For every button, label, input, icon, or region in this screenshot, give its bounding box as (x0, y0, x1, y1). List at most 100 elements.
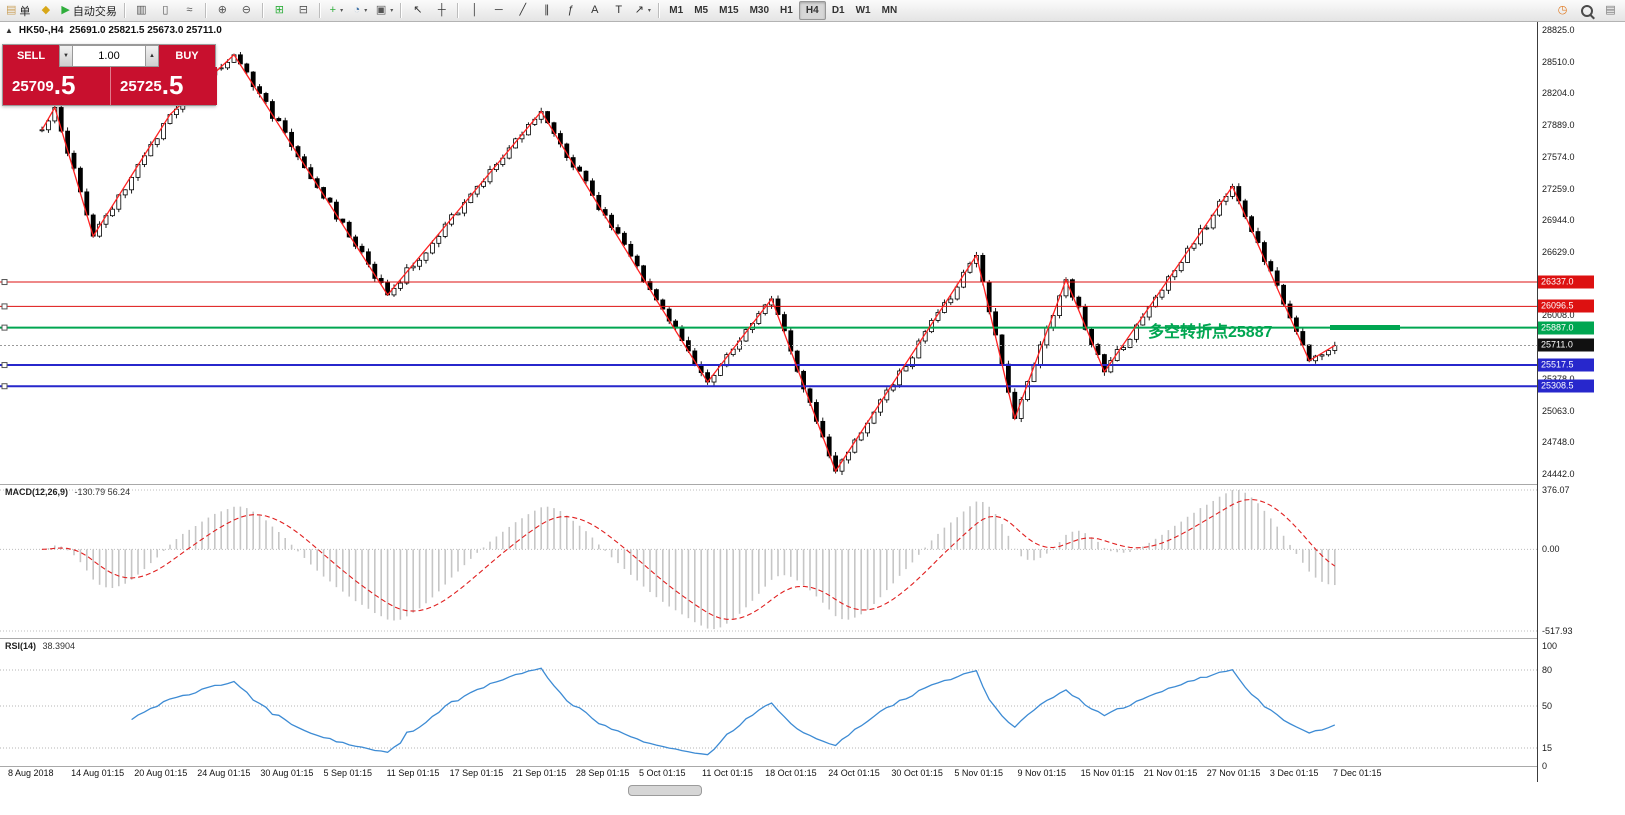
timeframe-d1-button[interactable]: D1 (831, 5, 845, 16)
buy-price-fraction: .5 (161, 70, 184, 100)
time-axis-label: 24 Oct 01:15 (828, 768, 880, 778)
timeframe-h4-button[interactable]: H4 (798, 1, 826, 20)
autotrading-icon: ▶ (61, 4, 70, 16)
timeframe-h1-button[interactable]: H1 (780, 5, 793, 16)
time-axis-label: 5 Nov 01:15 (954, 768, 1003, 778)
fibonacci-button[interactable]: ƒ (559, 1, 582, 21)
price-chart[interactable] (0, 22, 1537, 484)
trendline-segment[interactable] (1330, 325, 1400, 330)
templates-button[interactable]: ▣ ▾ (373, 1, 396, 21)
indicators-button[interactable]: + ▾ (325, 1, 348, 21)
macd-chart[interactable] (0, 484, 1537, 638)
candlestick-type-icon: ▯ (162, 4, 169, 16)
new-order-button[interactable]: ▤ 单 (3, 1, 33, 21)
time-axis-label: 5 Oct 01:15 (638, 768, 686, 778)
horizontal-line-icon: ─ (494, 4, 503, 16)
line-handle[interactable] (1, 324, 8, 331)
macd-label: MACD(12,26,9) -130.79 56.24 (5, 487, 130, 497)
time-axis-label: 14 Aug 01:15 (71, 768, 125, 778)
crosshair-icon: ┼ (437, 4, 446, 16)
cursor-button[interactable]: ↖ (406, 1, 429, 21)
zoom-out-button[interactable]: ⊖ (235, 1, 258, 21)
line-handle[interactable] (1, 383, 8, 390)
equidistant-channel-button[interactable]: ∥ (535, 1, 558, 21)
line-handle[interactable] (1, 279, 8, 286)
timeframe-m30-button[interactable]: M30 (749, 5, 770, 16)
pane-separator[interactable] (0, 638, 1625, 639)
scrollbar-thumb[interactable] (628, 785, 702, 796)
chart-annotation-text[interactable]: 多空转折点25887 (1148, 324, 1273, 341)
trendline-button[interactable]: ╱ (511, 1, 534, 21)
timeframe-m1-button[interactable]: M1 (669, 5, 684, 16)
price-level-badge: 26337.0 (1538, 275, 1594, 289)
toolbar-separator (261, 3, 264, 18)
cascade-windows-icon: ⊟ (298, 4, 308, 16)
line-handle[interactable] (1, 362, 8, 369)
time-axis-label: 18 Oct 01:15 (765, 768, 817, 778)
time-axis-label: 20 Aug 01:15 (134, 768, 188, 778)
time-axis-label: 27 Nov 01:15 (1206, 768, 1261, 778)
crosshair-button[interactable]: ┼ (430, 1, 453, 21)
periods-button[interactable]: ◔ ▾ (349, 1, 372, 21)
price-axis-label: 28204.0 (1542, 88, 1575, 99)
collapse-trade-panel-icon[interactable]: ▲ (5, 26, 13, 35)
rsi-chart[interactable] (0, 638, 1537, 766)
arrows-button[interactable]: ↗ ▾ (631, 1, 654, 21)
price-level-badge: 25711.0 (1538, 338, 1594, 352)
chevron-down-icon: ▾ (390, 8, 394, 14)
new-chart-button[interactable]: ▤ (1599, 1, 1622, 21)
charts-menu-button[interactable]: ◆ (34, 1, 57, 21)
buy-price-button[interactable]: 25725 .5 (110, 67, 217, 105)
sell-price-button[interactable]: 25709 .5 (3, 67, 110, 105)
bar-chart-type-button[interactable]: ▥ (130, 1, 153, 21)
candlestick-type-button[interactable]: ▯ (154, 1, 177, 21)
line-handle[interactable] (1, 303, 8, 310)
new-chart-icon: ▤ (1605, 4, 1616, 16)
price-axis-label: 28510.0 (1542, 56, 1575, 67)
search-button[interactable] (1575, 1, 1598, 21)
time-axis-label: 8 Aug 2018 (8, 768, 54, 778)
alert-clock-button[interactable]: ◷ (1551, 1, 1574, 21)
price-axis-label: 25063.0 (1542, 405, 1575, 416)
volume-decrease-button[interactable]: ▼ (59, 45, 73, 67)
pane-separator (0, 766, 1625, 767)
timeframe-m15-button[interactable]: M15 (719, 5, 739, 16)
vertical-line-button[interactable]: │ (463, 1, 486, 21)
time-axis-label: 21 Sep 01:15 (512, 768, 567, 778)
sell-button[interactable]: SELL (3, 45, 59, 67)
trade-panel-price-row: 25709 .5 25725 .5 (3, 67, 217, 105)
horizontal-line-button[interactable]: ─ (487, 1, 510, 21)
cascade-windows-button[interactable]: ⊟ (292, 1, 315, 21)
line-chart-type-button[interactable]: ≈ (178, 1, 201, 21)
time-axis-label: 9 Nov 01:15 (1017, 768, 1067, 778)
tile-windows-icon: ⊞ (274, 4, 284, 16)
tile-windows-button[interactable]: ⊞ (268, 1, 291, 21)
text-label-button[interactable]: T (607, 1, 630, 21)
toolbar-separator (658, 3, 661, 18)
buy-button[interactable]: BUY (159, 45, 215, 67)
price-axis-label: 26944.0 (1542, 215, 1575, 226)
autotrading-button[interactable]: ▶ 自动交易 (58, 1, 119, 21)
volume-input[interactable]: 1.00 (73, 45, 145, 67)
zoom-in-button[interactable]: ⊕ (211, 1, 234, 21)
rsi-value: 38.3904 (42, 641, 76, 651)
horizontal-scrollbar[interactable] (0, 782, 1625, 815)
price-axis-label: 24442.0 (1542, 469, 1575, 479)
line-chart-type-icon: ≈ (186, 4, 193, 16)
templates-icon: ▣ (375, 4, 387, 16)
equidistant-channel-icon: ∥ (544, 4, 550, 16)
timeframe-mn-button[interactable]: MN (881, 5, 898, 16)
search-icon (1580, 4, 1593, 17)
text-button[interactable]: A (583, 1, 606, 21)
arrows-icon: ↗ (634, 4, 644, 16)
time-axis-label: 17 Sep 01:15 (449, 768, 504, 778)
timeframe-w1-button[interactable]: W1 (855, 5, 871, 16)
volume-increase-button[interactable]: ▲ (145, 45, 159, 67)
charts-menu-icon: ◆ (41, 4, 51, 16)
pane-separator[interactable] (0, 484, 1625, 485)
indicators-icon: + (329, 4, 337, 16)
time-axis-label: 15 Nov 01:15 (1080, 768, 1135, 778)
chevron-down-icon: ▾ (364, 8, 368, 14)
timeframe-m5-button[interactable]: M5 (694, 5, 709, 16)
